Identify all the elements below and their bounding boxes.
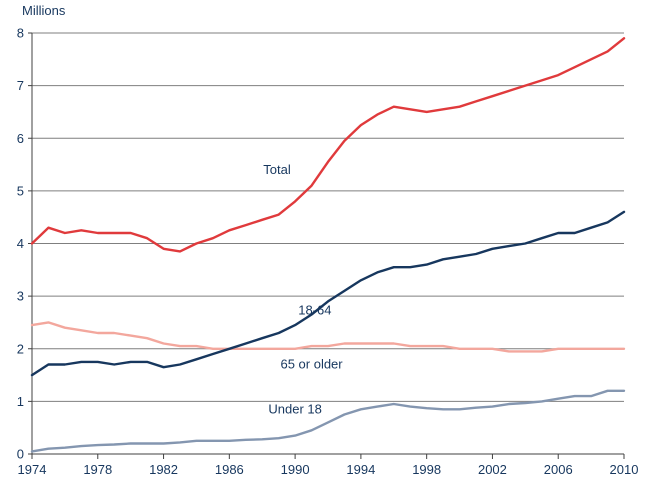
series-label: 18-64 [298, 302, 331, 317]
series-label: Total [263, 162, 291, 177]
y-tick-label: 1 [17, 394, 24, 409]
y-tick-label: 6 [17, 131, 24, 146]
y-tick-label: 3 [17, 289, 24, 304]
series-line-under-18 [30, 389, 626, 453]
series-label: 65 or older [280, 357, 343, 372]
x-tick-label: 1982 [149, 462, 178, 477]
y-tick-label: 2 [17, 341, 24, 356]
y-tick-label: 0 [17, 447, 24, 462]
y-tick-label: 4 [17, 236, 24, 251]
series-line-total [30, 37, 626, 253]
x-tick-label: 1978 [83, 462, 112, 477]
series-line-adults-18-64 [30, 210, 626, 377]
x-tick-label: 2010 [610, 462, 639, 477]
y-tick-label: 8 [17, 26, 24, 41]
y-tick-label: 7 [17, 78, 24, 93]
x-tick-label: 2006 [544, 462, 573, 477]
x-tick-label: 1990 [281, 462, 310, 477]
x-tick-label: 1974 [18, 462, 47, 477]
series-label: Under 18 [268, 401, 321, 416]
y-axis-title: Millions [22, 3, 66, 18]
x-tick-label: 2002 [478, 462, 507, 477]
x-tick-label: 1986 [215, 462, 244, 477]
x-tick-label: 1994 [346, 462, 375, 477]
series-line-age-65-or-older [30, 321, 626, 353]
x-tick-label: 1998 [412, 462, 441, 477]
y-tick-label: 5 [17, 183, 24, 198]
